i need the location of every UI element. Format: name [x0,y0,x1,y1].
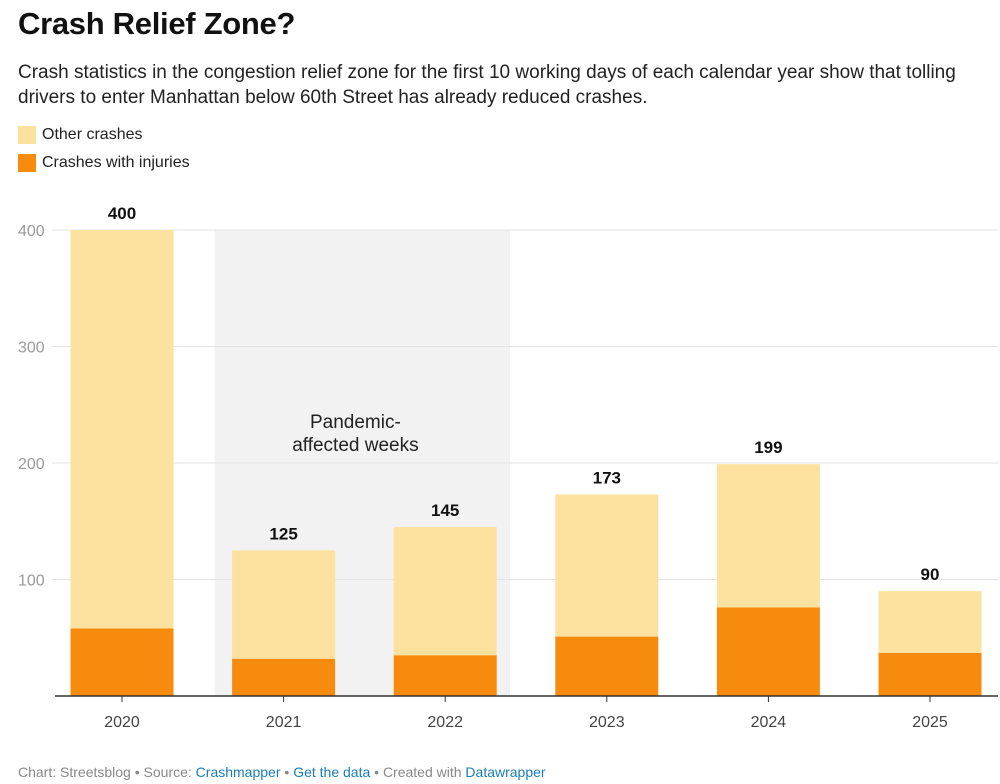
chart-subtitle: Crash statistics in the congestion relie… [18,62,956,108]
bar-injuries [393,655,497,696]
total-label: 173 [593,468,621,487]
footer: Chart: Streetsblog • Source: Crashmapper… [18,764,546,780]
x-tick-label: 2025 [912,714,948,731]
footer-separator: • [284,764,290,780]
bar-injuries [555,636,659,696]
footer-separator: • [374,764,380,780]
bar-other [878,591,982,653]
x-tick-label: 2023 [589,714,625,731]
annotation-text: Pandemic- [310,412,401,433]
source-link[interactable]: Crashmapper [195,764,281,780]
bar-other [393,527,497,656]
bar-injuries [716,607,820,696]
footer-created-label: Created with [382,764,462,780]
legend-swatch-injuries [18,154,36,172]
bar-other [555,494,659,637]
total-label: 90 [921,565,940,584]
total-label: 400 [108,204,136,223]
y-tick-label: 100 [18,573,45,590]
legend-item-other: Other crashes [18,121,190,149]
x-tick-label: 2020 [104,714,140,731]
footer-separator: • [134,764,140,780]
y-tick-label: 400 [18,223,45,240]
get-data-link[interactable]: Get the data [293,764,371,780]
datawrapper-link[interactable]: Datawrapper [465,764,546,780]
bar-injuries [232,658,336,696]
legend: Other crashes Crashes with injuries [18,121,190,177]
legend-label-injuries: Crashes with injuries [42,154,190,171]
legend-label-other: Other crashes [42,126,143,143]
chart-title: Crash Relief Zone? [18,6,296,41]
footer-source-label: Source: [143,764,192,780]
bar-injuries [70,628,174,696]
total-label: 125 [269,524,297,543]
x-tick-label: 2024 [751,714,787,731]
x-tick-label: 2022 [427,714,463,731]
bar-other [716,464,820,608]
legend-swatch-other [18,126,36,144]
legend-item-injuries: Crashes with injuries [18,149,190,177]
y-tick-label: 200 [18,456,45,473]
footer-credit: Chart: Streetsblog [18,764,131,780]
bar-other [232,550,336,659]
x-tick-label: 2021 [266,714,302,731]
annotation-text: affected weeks [292,435,418,456]
total-label: 199 [754,438,782,457]
bar-other [70,230,174,629]
bar-injuries [878,652,982,696]
total-label: 145 [431,501,459,520]
y-tick-label: 300 [18,340,45,357]
